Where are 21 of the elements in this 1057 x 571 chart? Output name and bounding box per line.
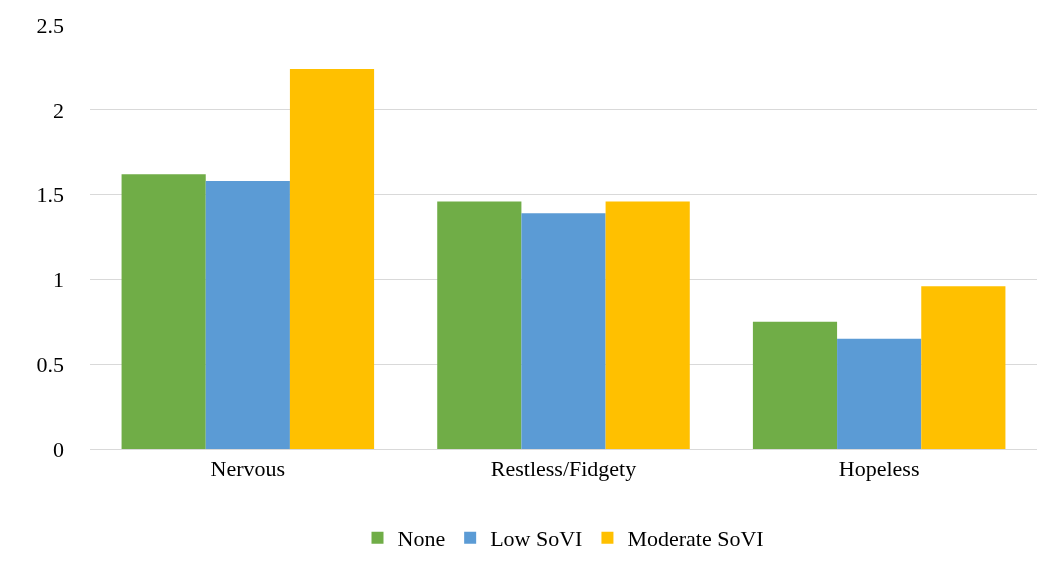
legend-label: Moderate SoVI <box>627 526 764 552</box>
bar <box>437 201 522 449</box>
bar <box>752 321 838 449</box>
x-tick-label: Restless/Fidgety <box>490 456 637 482</box>
y-tick-label: 0 <box>53 436 64 462</box>
legend-label: None <box>397 526 446 552</box>
y-tick-label: 2 <box>53 97 64 123</box>
bar <box>921 286 1006 449</box>
legend-label: Low SoVI <box>490 526 583 552</box>
y-tick-label: 1.5 <box>36 182 64 208</box>
y-tick-label: 1 <box>53 267 64 293</box>
bar <box>521 213 606 449</box>
x-tick-label: Nervous <box>210 456 286 482</box>
y-tick-label: 0.5 <box>36 351 64 377</box>
bar <box>205 181 290 449</box>
bar <box>837 338 922 449</box>
bar <box>289 69 375 449</box>
bar <box>605 201 690 449</box>
x-tick-label: Hopeless <box>838 456 920 482</box>
y-tick-label: 2.5 <box>36 12 64 38</box>
bar <box>121 174 206 449</box>
